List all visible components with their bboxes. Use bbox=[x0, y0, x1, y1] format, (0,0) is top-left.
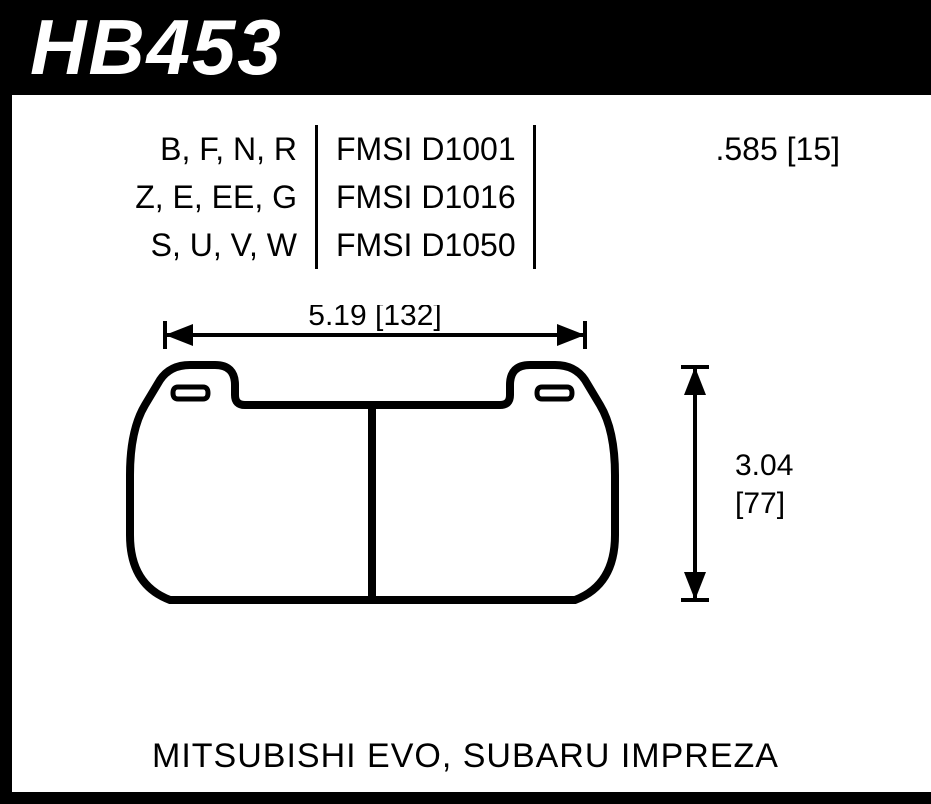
header-bar: HB453 bbox=[0, 0, 931, 95]
fmsi-line-3: FMSI D1050 bbox=[336, 221, 533, 269]
pad-right-hole bbox=[537, 387, 572, 399]
thickness-column: .585 [15] bbox=[536, 125, 890, 173]
pad-left-hole bbox=[173, 387, 208, 399]
height-dimension: 3.04 [77] bbox=[681, 367, 793, 600]
info-row: B, F, N, R Z, E, EE, G S, U, V, W FMSI D… bbox=[130, 125, 890, 269]
fmsi-line-1: FMSI D1001 bbox=[336, 125, 533, 173]
compounds-line-2: Z, E, EE, G bbox=[130, 173, 297, 221]
brake-pad-diagram: 5.19 [132] 3.04 [77] bbox=[95, 305, 885, 685]
height-inches: 3.04 bbox=[735, 449, 793, 482]
compounds-line-1: B, F, N, R bbox=[130, 125, 297, 173]
pad-shape bbox=[130, 365, 615, 600]
fmsi-line-2: FMSI D1016 bbox=[336, 173, 533, 221]
diagram-svg: 5.19 [132] 3.04 [77] bbox=[95, 305, 885, 685]
width-inches: 5.19 bbox=[308, 305, 366, 332]
svg-text:5.19 [132]: 5.19 [132] bbox=[308, 305, 441, 332]
width-mm: [132] bbox=[375, 305, 442, 332]
compounds-column: B, F, N, R Z, E, EE, G S, U, V, W bbox=[130, 125, 315, 269]
applications-footer: MITSUBISHI EVO, SUBARU IMPREZA bbox=[0, 737, 931, 776]
height-mm: [77] bbox=[735, 487, 785, 520]
compounds-line-3: S, U, V, W bbox=[130, 221, 297, 269]
part-number: HB453 bbox=[30, 2, 283, 93]
width-dimension: 5.19 [132] bbox=[165, 305, 585, 349]
fmsi-column: FMSI D1001 FMSI D1016 FMSI D1050 bbox=[318, 125, 533, 269]
thickness-value: .585 [15] bbox=[554, 125, 840, 173]
